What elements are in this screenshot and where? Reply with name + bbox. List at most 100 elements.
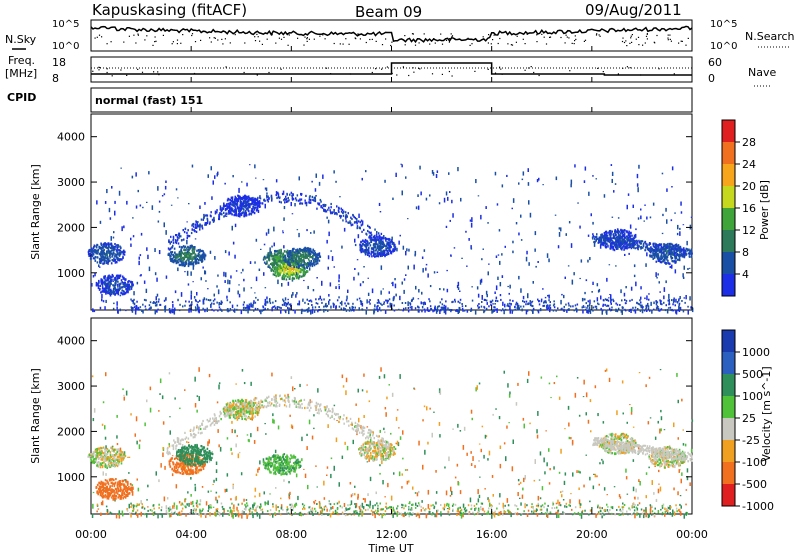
echo-cell-3	[267, 253, 269, 256]
arc-cell	[346, 215, 348, 218]
echo-cell-1	[103, 242, 105, 245]
echo-cell-9	[678, 259, 681, 262]
speckle-cell	[633, 274, 636, 278]
ground-cell	[495, 308, 497, 311]
echo-cell-0	[107, 292, 109, 295]
ground-cell	[450, 309, 453, 311]
nave-dot	[120, 69, 122, 71]
echo-cell-7	[390, 250, 393, 253]
speckle-cell	[480, 214, 482, 220]
nave-dot	[487, 68, 489, 70]
arc-cell	[285, 198, 287, 201]
ground-cell	[576, 309, 578, 312]
echo-cell-4	[283, 271, 285, 274]
nsearch-dot	[345, 38, 347, 40]
nsearch-dot	[536, 41, 538, 43]
nsearch-dot	[680, 40, 682, 42]
echo-cell-0	[119, 275, 122, 278]
speckle-cell	[565, 233, 567, 236]
echo-cell-6	[251, 202, 253, 205]
speckle-cell	[151, 205, 154, 210]
nsearch-dot	[209, 37, 211, 39]
band-cell	[621, 241, 624, 244]
arc-cell	[325, 210, 328, 213]
ground-cell	[642, 306, 644, 308]
echo-cell-0	[132, 283, 134, 286]
echo-cell-8	[614, 230, 616, 233]
band-cell	[656, 244, 659, 247]
arc-cell	[359, 221, 362, 224]
arc-cell	[309, 201, 312, 204]
echo-cell-7	[383, 253, 385, 256]
ground-cell	[380, 309, 382, 312]
echo-cell-9	[656, 257, 659, 260]
speckle-cell	[210, 304, 212, 307]
echo-cell-1	[118, 248, 120, 252]
echo-cell-6	[253, 212, 256, 215]
echo-cell-5	[303, 266, 306, 270]
ground-cell	[323, 298, 325, 301]
ground-cell	[545, 306, 548, 309]
echo-cell-4	[289, 267, 291, 270]
nsearch-dot	[213, 37, 215, 39]
speckle-cell	[331, 256, 334, 261]
arc-cell	[368, 225, 370, 229]
speckle-cell	[296, 292, 298, 295]
nsearch-dot	[599, 35, 601, 37]
arc-cell	[280, 201, 282, 204]
speckle-cell	[374, 304, 376, 308]
nave-dot	[381, 68, 383, 70]
nave-dot	[371, 71, 373, 74]
ground-cell	[587, 300, 589, 303]
echo-cell-8	[611, 230, 613, 233]
echo-cell-2	[195, 262, 197, 265]
echo-cell-0	[123, 293, 125, 296]
ground-cell	[594, 305, 597, 308]
speckle-cell	[509, 309, 511, 314]
ground-cell	[143, 298, 146, 301]
speckle-cell	[205, 280, 207, 282]
ground-cell	[502, 308, 504, 311]
echo-cell-2	[183, 248, 185, 251]
ground-cell	[174, 307, 176, 310]
echo-cell-8	[621, 243, 624, 246]
band-cell	[612, 242, 614, 244]
arc-cell	[175, 234, 177, 237]
speckle-cell	[137, 189, 139, 193]
echo-cell-5	[300, 263, 302, 266]
band-cell	[683, 249, 685, 252]
echo-cell-7	[384, 237, 387, 240]
ground-cell	[660, 302, 662, 305]
ground-cell	[624, 308, 626, 311]
arc-cell	[339, 216, 342, 219]
speckle-cell	[339, 196, 341, 198]
speckle-cell	[584, 166, 587, 171]
speckle-cell	[178, 310, 181, 312]
echo-cell-4	[280, 269, 282, 272]
echo-cell-0	[127, 280, 129, 284]
echo-cell-4	[275, 268, 277, 271]
speckle-cell	[482, 248, 484, 250]
echo-cell-2	[201, 260, 203, 263]
echo-cell-0	[117, 289, 120, 292]
speckle-cell	[577, 202, 579, 204]
echo-cell-2	[169, 258, 172, 261]
band-cell	[597, 241, 599, 244]
echo-cell-4	[295, 277, 298, 280]
echo-cell-8	[627, 234, 630, 237]
arc-cell	[388, 244, 390, 247]
band-cell	[681, 255, 683, 258]
ground-cell	[660, 300, 662, 303]
echo-cell-8	[613, 235, 616, 238]
noise-trace	[90, 25, 693, 47]
echo-cell-5	[287, 263, 289, 266]
echo-cell-0	[113, 287, 116, 290]
ground-cell	[272, 306, 274, 308]
speckle-cell	[335, 180, 337, 183]
arc-cell	[305, 204, 308, 207]
echo-cell-1	[123, 253, 126, 256]
band-cell	[650, 249, 652, 251]
speckle-cell	[571, 279, 574, 285]
echo-cell-6	[230, 209, 233, 212]
arc-cell	[267, 200, 269, 203]
